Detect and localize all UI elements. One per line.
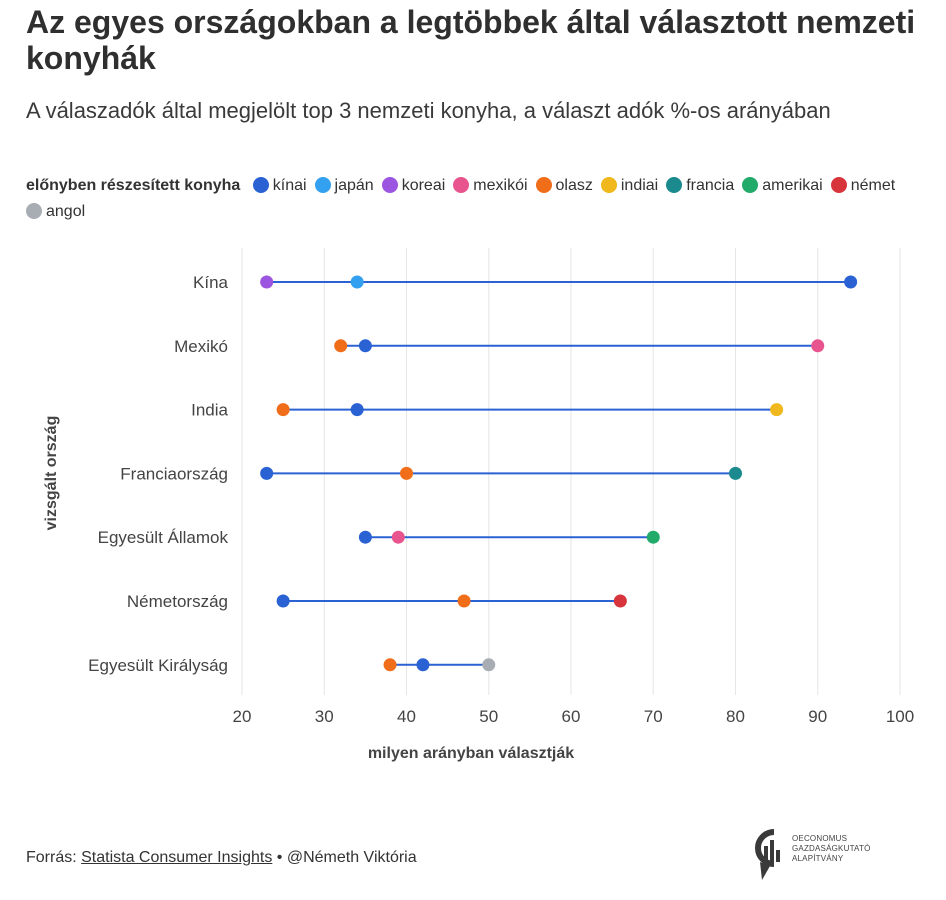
y-tick-label: Egyesült Államok: [98, 528, 229, 547]
y-tick-label: Egyesült Királyság: [88, 656, 228, 675]
legend-label: német: [850, 177, 896, 194]
legend-label: francia: [686, 177, 735, 194]
data-point-olasz: [457, 594, 471, 608]
legend-item-3: mexikói: [453, 173, 528, 199]
data-point-kínai: [350, 403, 364, 417]
legend-item-8: német: [830, 173, 896, 199]
data-point-olasz: [334, 339, 348, 353]
legend-label: kínai: [272, 177, 307, 194]
legend-dot-icon: [666, 177, 683, 193]
legend-label: japán: [334, 177, 374, 194]
legend-label: indiai: [620, 177, 659, 194]
logo-line-3: ALAPÍTVÁNY: [792, 854, 844, 863]
x-tick-label: 40: [397, 707, 416, 726]
data-point-kínai: [844, 275, 858, 289]
y-axis-label: vizsgált ország: [43, 416, 60, 531]
legend-dot-icon: [830, 177, 847, 193]
logo-line-2: GAZDASÁGKUTATÓ: [792, 844, 871, 853]
data-point-német: [613, 594, 627, 608]
x-tick-label: 20: [233, 707, 252, 726]
x-tick-label: 60: [562, 707, 581, 726]
logo-icon: [755, 829, 780, 880]
legend-dot-icon: [252, 177, 269, 193]
legend-dot-icon: [535, 177, 552, 193]
x-tick-label: 70: [644, 707, 663, 726]
data-point-mexikói: [811, 339, 825, 353]
x-tick-label: 90: [808, 707, 827, 726]
footer-prefix: Forrás:: [26, 849, 77, 866]
source-link[interactable]: Statista Consumer Insights: [81, 849, 273, 866]
footer: Forrás: Statista Consumer Insights • @Né…: [26, 849, 417, 867]
legend-items: kínai japán koreai mexikói olasz indiai franci…: [26, 177, 903, 220]
footer-author: @Németh Viktória: [286, 849, 417, 866]
legend-item-7: amerikai: [742, 173, 823, 199]
data-point-francia: [729, 466, 742, 480]
dumbbell-chart: 20 30 40 50 60 70 80 90 100 milyen arányban válas…: [43, 248, 914, 762]
data-point-mexikói: [391, 530, 405, 544]
legend-dot-icon: [381, 177, 398, 193]
x-axis-label: milyen arányban választják: [368, 745, 574, 762]
oeconomus-logo: OECONOMUS GAZDASÁGKUTATÓ ALAPÍTVÁNY: [752, 828, 892, 886]
x-tick-label: 30: [315, 707, 334, 726]
legend-dot-icon: [314, 177, 331, 193]
chart-title: Az egyes országokban a legtöbbek által v…: [26, 4, 916, 76]
data-point-olasz: [383, 658, 397, 672]
y-tick-label: Franciaország: [120, 464, 228, 483]
legend-item-0: kínai: [252, 173, 307, 199]
data-point-olasz: [400, 466, 413, 480]
legend-title: előnyben részesített konyha: [26, 177, 241, 194]
x-tick-label: 80: [726, 707, 745, 726]
legend-label: koreai: [401, 177, 446, 194]
legend-dot-icon: [453, 177, 470, 193]
data-point-kínai: [358, 530, 372, 544]
data-point-amerikai: [646, 530, 660, 544]
y-tick-label: India: [191, 401, 228, 420]
legend-item-2: koreai: [381, 173, 446, 199]
y-tick-label: Németország: [127, 592, 228, 611]
data-point-japán: [350, 275, 364, 289]
legend-dot-icon: [26, 203, 42, 219]
logo-text: OECONOMUS GAZDASÁGKUTATÓ ALAPÍTVÁNY: [792, 834, 871, 864]
data-point-olasz: [276, 403, 290, 417]
data-point-indiai: [770, 403, 784, 417]
legend-label: mexikói: [473, 177, 528, 194]
x-tick-label: 50: [479, 707, 498, 726]
legend-item-6: francia: [666, 173, 734, 199]
data-point-koreai: [260, 275, 274, 289]
legend-dot-icon: [742, 177, 759, 193]
legend-item-4: olasz: [535, 173, 593, 199]
y-tick-label: Mexikó: [174, 337, 228, 356]
data-point-kínai: [260, 466, 274, 480]
footer-separator: •: [276, 849, 283, 866]
chart-subtitle: A válaszadók által megjelölt top 3 nemze…: [26, 98, 831, 123]
data-point-kínai: [416, 658, 430, 672]
x-tick-label: 100: [886, 707, 914, 726]
data-point-angol: [482, 658, 496, 672]
legend-item-5: indiai: [600, 173, 659, 199]
legend-label: olasz: [555, 177, 593, 194]
logo-line-1: OECONOMUS: [792, 834, 848, 843]
legend-item-9: angol: [26, 199, 85, 225]
data-point-kínai: [276, 594, 290, 608]
legend-label: amerikai: [762, 177, 823, 194]
legend-dot-icon: [600, 177, 617, 193]
legend: előnyben részesített konyha kínai japán ko…: [26, 173, 906, 225]
legend-item-1: japán: [314, 173, 374, 199]
y-tick-label: Kína: [193, 273, 229, 292]
legend-label: angol: [46, 203, 86, 220]
data-point-kínai: [358, 339, 372, 353]
